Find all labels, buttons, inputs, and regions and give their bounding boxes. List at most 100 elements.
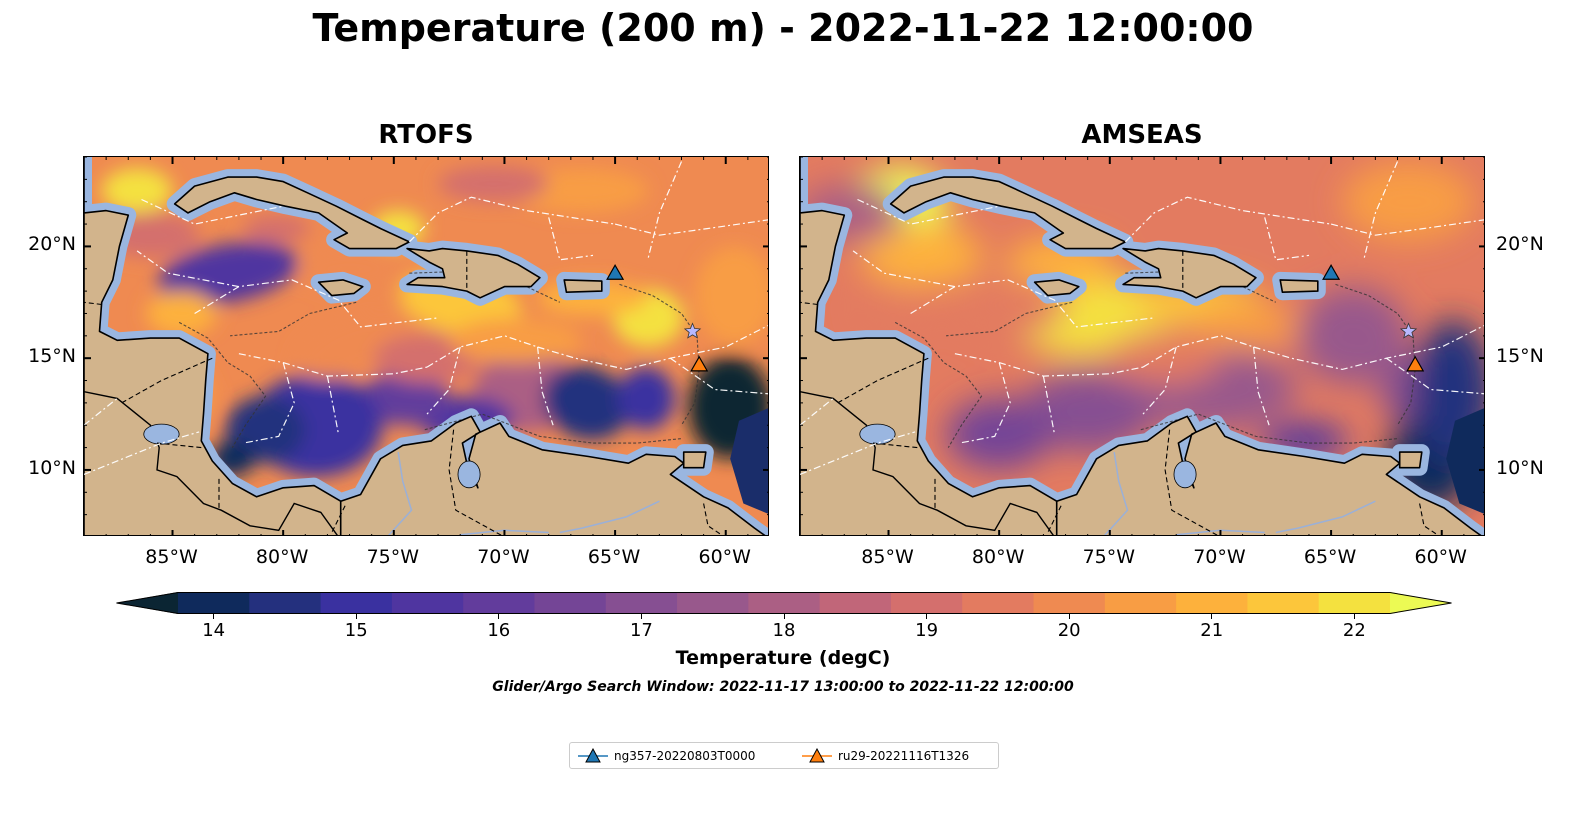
colorbar-tick-mark — [1211, 614, 1213, 619]
temperature-anomaly — [617, 367, 675, 430]
country-border — [837, 357, 929, 404]
colorbar-extend-min — [116, 592, 178, 614]
bathymetry-contour — [178, 321, 267, 448]
colorbar-tick-mark — [1353, 614, 1355, 619]
eez-boundary — [1042, 375, 1056, 435]
eez-boundary — [1386, 357, 1484, 395]
eez-boundary — [1142, 335, 1254, 368]
colorbar-swatch — [819, 592, 892, 614]
bathymetry-contour — [230, 301, 357, 337]
lake — [859, 423, 896, 445]
land-pr — [563, 279, 603, 293]
temperature-anomaly — [1297, 286, 1409, 385]
lon-tick-label: 85°W — [145, 546, 198, 568]
legend-label: ru29-20221116T1326 — [838, 749, 970, 763]
colorbar-label: Temperature (degC) — [675, 647, 891, 669]
eez-boundary — [408, 196, 616, 243]
land-jamaica — [317, 279, 364, 297]
eez-boundary — [614, 219, 768, 236]
country-border — [1164, 429, 1219, 535]
colorbar-swatch — [1176, 592, 1249, 614]
river — [1104, 451, 1129, 535]
lon-tick-label: 75°W — [1082, 546, 1136, 568]
colorbar-extend-max — [1390, 592, 1452, 614]
eez-boundary — [326, 375, 340, 435]
temperature-anomaly — [857, 286, 929, 332]
colorbar-swatch — [1247, 592, 1320, 614]
bathymetry-contour — [1140, 413, 1398, 444]
lon-tick-label: 80°W — [255, 546, 309, 568]
eez-boundary — [1363, 161, 1399, 258]
eez-boundary — [141, 198, 284, 225]
colorbar-swatch — [178, 592, 250, 614]
colorbar-tick-mark — [498, 614, 500, 619]
panel-title-amseas: AMSEAS — [1081, 120, 1203, 150]
temperature-anomaly — [859, 224, 984, 287]
eez-boundary — [84, 397, 118, 426]
river — [388, 451, 413, 535]
lake — [457, 460, 481, 489]
temperature-anomaly — [449, 317, 582, 363]
eez-boundary — [959, 362, 1011, 444]
argo-marker-star — [1399, 322, 1418, 339]
lon-tick-label: 60°W — [1414, 546, 1467, 568]
lon-tick-label: 65°W — [587, 546, 641, 568]
temperature-anomaly — [946, 398, 1053, 470]
land-cuba — [889, 176, 1127, 250]
colorbar-tick-label: 18 — [772, 620, 796, 641]
colorbar-tick-label: 16 — [487, 620, 511, 641]
country-border — [84, 301, 102, 306]
lon-tick-label: 70°W — [477, 546, 530, 568]
temperature-anomaly — [360, 371, 450, 426]
colorbar-swatch — [748, 592, 821, 614]
eez-boundary — [548, 217, 594, 261]
colorbar-tick-label: 15 — [344, 620, 368, 641]
legend-label: ng357-20220803T0000 — [614, 749, 756, 763]
eez-boundary — [426, 335, 538, 368]
country-border — [121, 357, 213, 404]
atlantic-cold-pool — [730, 408, 768, 514]
temperature-anomaly — [1342, 161, 1475, 242]
colorbar-tick-mark — [926, 614, 928, 619]
colorbar-tick-mark — [355, 614, 357, 619]
eez-boundary — [800, 431, 916, 475]
colorbar-tick-mark — [213, 614, 215, 619]
colorbar-swatch — [605, 592, 678, 614]
figure-title: Temperature (200 m) - 2022-11-22 12:00:0… — [312, 6, 1254, 50]
legend-item-ng357: ng357-20220803T0000 — [578, 748, 755, 764]
lat-tick-label-right: 15°N — [1496, 345, 1544, 368]
river — [559, 500, 660, 534]
colorbar-outline — [116, 592, 1452, 614]
temperature-anomaly — [438, 165, 549, 202]
colorbar-swatch — [391, 592, 464, 614]
land-trin — [1398, 451, 1423, 469]
country-border — [1047, 505, 1062, 533]
glider-marker-triangle — [606, 264, 625, 280]
map-panel-amseas[interactable] — [799, 156, 1485, 536]
eez-boundary — [1253, 324, 1484, 371]
map-panel-rtofs[interactable] — [83, 156, 769, 536]
eez-boundary — [1124, 196, 1332, 243]
legend-item-ru29: ru29-20221116T1326 — [802, 748, 969, 764]
temperature-anomaly — [515, 168, 649, 213]
lat-tick-label-left: 10°N — [28, 456, 76, 479]
colorbar — [116, 592, 1452, 614]
land-pr — [1279, 279, 1319, 293]
colorbar-swatch — [1104, 592, 1177, 614]
colorbar-tick-label: 17 — [629, 620, 653, 641]
colorbar-tick-mark — [640, 614, 642, 619]
glider-marker-triangle — [690, 355, 709, 372]
colorbar-tick-mark — [783, 614, 785, 619]
land-hisp — [406, 247, 541, 299]
country-border — [448, 429, 503, 535]
argo-marker-star — [683, 322, 702, 339]
lon-tick-label: 60°W — [698, 546, 751, 568]
land-cuba — [173, 176, 411, 250]
eez-boundary — [1142, 346, 1177, 415]
colorbar-swatch — [1318, 592, 1391, 614]
colorbar-swatch — [890, 592, 963, 614]
lake — [143, 423, 180, 445]
temperature-anomaly — [1193, 302, 1301, 347]
river — [1275, 500, 1376, 534]
eez-boundary — [1264, 217, 1310, 261]
